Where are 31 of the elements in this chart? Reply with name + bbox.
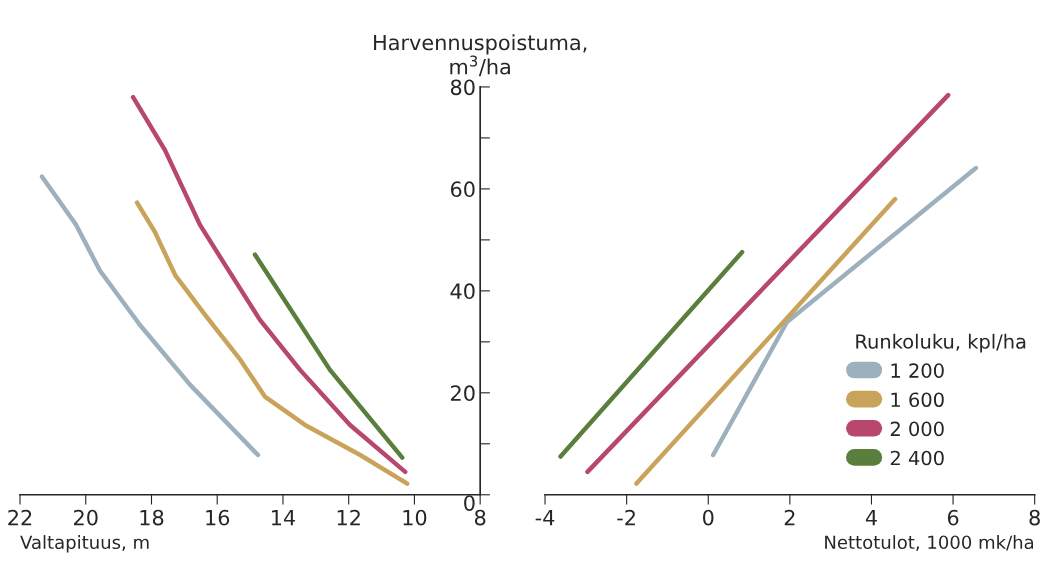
legend-label: 2 400 <box>890 450 944 466</box>
y-tick-label: 20 <box>451 385 475 402</box>
line-series <box>130 94 408 475</box>
legend-label: 2 000 <box>890 421 944 437</box>
x-tick-label: 6 <box>947 509 959 526</box>
x-axis-title: Valtapituus, m <box>20 535 149 553</box>
x-tick-label: -4 <box>535 510 555 526</box>
x-tick-label: 0 <box>702 509 714 526</box>
x-tick-label: 22 <box>8 509 32 526</box>
y-tick-label: 40 <box>450 283 475 300</box>
x-tick-label: 10 <box>403 509 427 526</box>
x-tick-label: -2 <box>617 509 635 526</box>
x-axis-title: Nettotulot, 1000 mk/ha <box>825 535 1034 551</box>
y-tick-label: 60 <box>450 181 475 198</box>
x-tick-label: 8 <box>1029 509 1040 526</box>
line-series <box>134 200 410 486</box>
y-tick-label: 80 <box>450 79 475 96</box>
legend-title: Runkoluku, kpl/ha <box>856 333 1026 353</box>
x-tick-label: 14 <box>271 510 296 526</box>
x-tick-label: 16 <box>206 509 230 526</box>
x-tick-label: 12 <box>337 509 360 526</box>
x-tick-label: 4 <box>865 510 877 526</box>
line-series <box>39 174 261 458</box>
x-tick-label: 18 <box>140 509 164 526</box>
legend-label: 1 600 <box>891 392 944 408</box>
x-tick-label: 8 <box>474 509 486 526</box>
y-tick-label: 0 <box>464 495 475 511</box>
y-axis-title: Harvennuspoistuma, m$^{3}$/ha <box>374 34 587 77</box>
x-tick-label: 2 <box>784 509 795 526</box>
x-tick-label: 20 <box>74 509 98 526</box>
legend-label: 1 200 <box>891 363 944 378</box>
